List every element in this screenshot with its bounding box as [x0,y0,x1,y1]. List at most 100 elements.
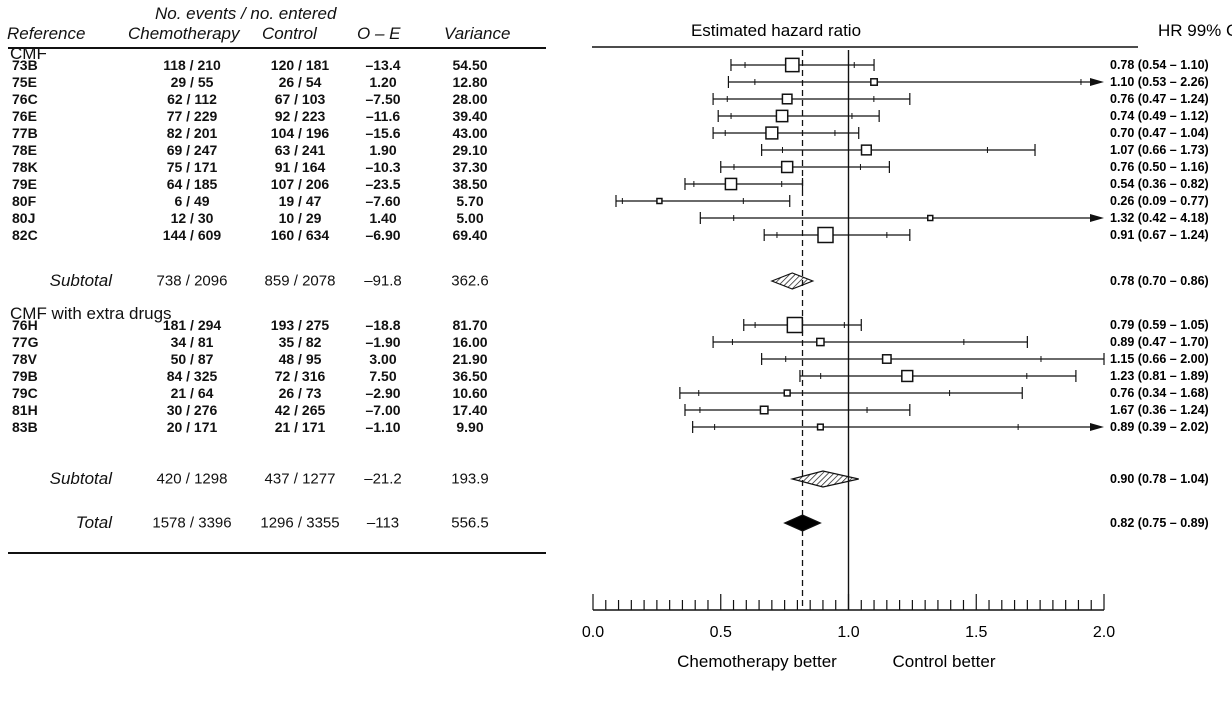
row-control: 1296 / 3355 [260,514,340,532]
row-o-minus-e: 7.50 [369,368,397,384]
row-variance: 9.90 [456,419,484,435]
row-chemotherapy: 21 / 64 [170,385,214,401]
header-events-entered: No. events / no. entered [155,4,337,23]
study-estimate-square [783,389,791,397]
study-estimate-square [656,197,663,205]
x-label-right: Control better [893,652,996,671]
row-control: 120 / 181 [270,57,330,73]
header-chemotherapy: Chemotherapy [128,24,240,43]
row-reference: 79B [12,368,38,384]
row-o-minus-e: 1.40 [369,210,397,226]
row-chemotherapy: 20 / 171 [166,419,218,435]
row-variance: 362.6 [451,272,489,290]
header-o-minus-e: O – E [357,24,401,43]
hr-ci-value: 0.74 (0.49 – 1.12) [1110,109,1209,123]
row-variance: 38.50 [452,176,488,192]
hr-ci-value: 0.76 (0.34 – 1.68) [1110,386,1209,400]
row-chemotherapy: 6 / 49 [174,193,210,209]
subtotal-diamond [789,470,859,488]
row-reference: 80J [12,210,36,226]
row-control: 859 / 2078 [264,272,336,290]
row-reference: 82C [12,227,38,243]
row-o-minus-e: 3.00 [369,351,397,367]
ci-arrow [1090,423,1104,431]
row-reference: 78E [12,142,37,158]
row-control: 26 / 54 [278,74,322,90]
study-estimate-square [881,354,892,364]
row-chemotherapy: 1578 / 3396 [152,514,232,532]
row-o-minus-e: –7.60 [365,193,401,209]
row-control: 42 / 265 [274,402,326,418]
row-variance: 12.80 [452,74,488,90]
row-control: 193 / 275 [270,317,330,333]
hr-ci-value: 0.79 (0.59 – 1.05) [1110,318,1209,332]
group-heading: CMF with extra drugs [10,304,172,323]
row-o-minus-e: –15.6 [365,125,401,141]
subtotal-diamond [770,272,815,290]
row-control: 19 / 47 [278,193,322,209]
subtotal-label: Subtotal [49,271,112,290]
row-o-minus-e: –91.8 [364,272,402,290]
hr-ci-value: 0.26 (0.09 – 0.77) [1110,194,1209,208]
x-tick-label: 0.0 [582,624,604,641]
row-chemotherapy: 64 / 185 [166,176,218,192]
hr-ci-value: 0.89 (0.47 – 1.70) [1110,335,1209,349]
row-variance: 5.00 [456,210,484,226]
row-chemotherapy: 50 / 87 [170,351,214,367]
plot-title: Estimated hazard ratio [691,21,861,40]
row-reference: 73B [12,57,38,73]
row-reference: 78V [12,351,37,367]
row-variance: 17.40 [452,402,488,418]
row-control: 91 / 164 [274,159,326,175]
group-heading: CMF [10,44,47,63]
row-reference: 76E [12,108,37,124]
hr-ci-value: 0.91 (0.67 – 1.24) [1110,228,1209,242]
hr-ci-header: HR 99% CI [1158,21,1232,40]
hr-ci-value: 0.78 (0.54 – 1.10) [1110,58,1209,72]
row-variance: 37.30 [452,159,488,175]
study-estimate-square [780,160,794,174]
x-tick-label: 1.0 [837,624,859,641]
row-control: 10 / 29 [278,210,322,226]
row-reference: 80F [12,193,37,209]
row-variance: 54.50 [452,57,488,73]
row-o-minus-e: –13.4 [365,57,401,73]
row-control: 26 / 73 [278,385,322,401]
row-o-minus-e: 1.90 [369,142,397,158]
row-control: 67 / 103 [274,91,326,107]
ci-arrow [1090,214,1104,222]
row-o-minus-e: –1.10 [365,419,401,435]
study-estimate-square [786,316,804,334]
row-control: 48 / 95 [278,351,322,367]
row-variance: 556.5 [451,514,489,532]
row-chemotherapy: 144 / 609 [162,227,222,243]
row-reference: 79C [12,385,38,401]
footer-rule [8,552,546,554]
row-variance: 5.70 [456,193,484,209]
row-chemotherapy: 29 / 55 [170,74,214,90]
row-control: 63 / 241 [274,142,326,158]
hr-ci-value: 0.70 (0.47 – 1.04) [1110,126,1209,140]
header-variance: Variance [444,24,511,43]
hr-ci-value: 0.54 (0.36 – 0.82) [1110,177,1209,191]
study-estimate-square [784,57,800,73]
row-o-minus-e: –113 [366,514,400,532]
study-estimate-square [901,369,914,383]
row-variance: 21.90 [452,351,488,367]
study-estimate-square [816,337,825,347]
row-control: 104 / 196 [270,125,330,141]
row-control: 21 / 171 [274,419,326,435]
row-variance: 43.00 [452,125,488,141]
row-reference: 79E [12,176,37,192]
row-o-minus-e: –11.6 [365,108,401,124]
header-reference: Reference [7,24,86,43]
hr-ci-value: 0.90 (0.78 – 1.04) [1110,472,1209,486]
subtotal-label: Subtotal [49,469,112,488]
hr-ci-value: 1.10 (0.53 – 2.26) [1110,75,1209,89]
hr-ci-value: 1.67 (0.36 – 1.24) [1110,403,1209,417]
row-chemotherapy: 84 / 325 [166,368,218,384]
row-variance: 16.00 [452,334,488,350]
header-control: Control [262,24,317,43]
row-o-minus-e: –18.8 [365,317,401,333]
